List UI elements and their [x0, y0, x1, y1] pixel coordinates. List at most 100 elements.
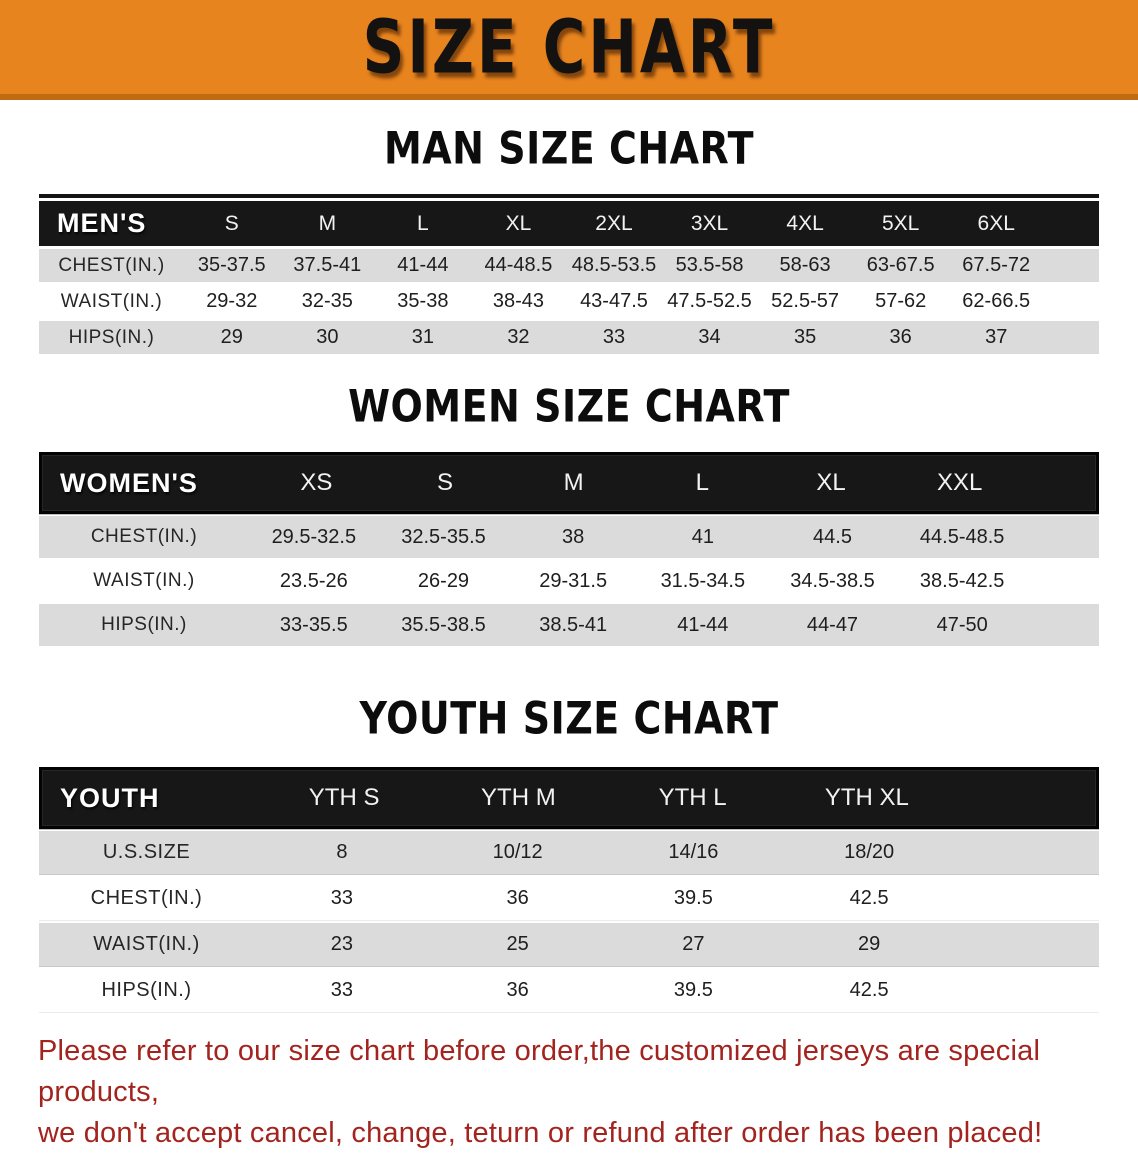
men-row-label-0: CHEST(IN.)	[58, 254, 165, 276]
men-cell-2-7: 36	[889, 326, 912, 348]
women-size-section: WOMEN SIZE CHART WOMEN'S XS S M L XL XXL CHEST(…	[0, 380, 1138, 646]
women-header-label: WOMEN'S	[60, 467, 198, 498]
women-row-label-0: CHEST(IN.)	[90, 526, 198, 547]
men-cell-1-2: 35-38	[397, 290, 449, 312]
men-cell-0-8: 67.5-72	[962, 254, 1031, 276]
disclaimer-line-2: we don't accept cancel, change, teturn o…	[38, 1117, 1043, 1150]
women-cell-0-0: 29.5-32.5	[271, 525, 357, 548]
men-cell-2-0: 29	[220, 326, 243, 348]
men-cell-2-2: 31	[411, 326, 434, 348]
youth-cell-2-3: 29	[858, 933, 881, 955]
women-cell-1-1: 26-29	[417, 569, 470, 592]
men-cell-0-7: 63-67.5	[866, 254, 935, 276]
women-table-row-0: CHEST(IN.) 29.5-32.5 32.5-35.5 38 41 44.5 44.5…	[39, 516, 1099, 558]
women-cell-1-4: 34.5-38.5	[790, 569, 875, 592]
youth-row-label-0: U.S.SIZE	[102, 841, 191, 863]
women-size-col-0: XS	[300, 469, 333, 496]
women-cell-1-2: 29-31.5	[539, 569, 608, 592]
youth-table-row-2: WAIST(IN.) 23 25 27 29	[39, 923, 1099, 967]
men-size-section: MAN SIZE CHART MEN'S S M L XL 2XL 3XL 4XL 5XL 6XL…	[0, 122, 1138, 354]
men-size-col-4: 2XL	[595, 211, 633, 235]
women-size-col-1: S	[436, 469, 453, 496]
women-cell-1-5: 38.5-42.5	[919, 569, 1005, 592]
women-table-row-2: HIPS(IN.) 33-35.5 35.5-38.5 38.5-41 41-44 44-…	[39, 604, 1099, 646]
women-cell-2-0: 33-35.5	[279, 613, 348, 636]
men-cell-2-4: 33	[602, 326, 626, 348]
youth-cell-3-3: 42.5	[849, 979, 889, 1001]
women-cell-2-5: 47-50	[936, 613, 988, 636]
women-cell-0-4: 44.5	[813, 525, 852, 548]
men-size-col-0: S	[224, 211, 239, 235]
men-table-row-0: CHEST(IN.) 35-37.5 37.5-41 41-44 44-48.5 48.5…	[39, 249, 1099, 282]
youth-size-col-3: YTH XL	[824, 784, 909, 811]
men-header-label: MEN'S	[57, 208, 147, 238]
men-table-row-2: HIPS(IN.) 29 30 31 32 33 34 35 36 37	[39, 321, 1099, 354]
youth-table-row-0: U.S.SIZE 8 10/12 14/16 18/20	[39, 831, 1099, 875]
youth-row-label-1: CHEST(IN.)	[90, 887, 203, 909]
women-size-table: WOMEN'S XS S M L XL XXL CHEST(IN.) 29.5-32.5 32.5…	[39, 452, 1099, 646]
youth-cell-3-1: 36	[506, 979, 529, 1001]
youth-cell-3-0: 33	[330, 979, 353, 1001]
order-disclaimer: Please refer to our size chart before or…	[0, 1031, 1138, 1155]
women-cell-0-2: 38	[562, 525, 585, 548]
youth-size-col-0: YTH S	[308, 784, 380, 811]
men-cell-1-5: 47.5-52.5	[667, 290, 752, 312]
women-cell-1-0: 23.5-26	[279, 569, 348, 592]
men-cell-1-7: 57-62	[875, 290, 927, 312]
women-table-row-1: WAIST(IN.) 23.5-26 26-29 29-31.5 31.5-34.5 34…	[39, 560, 1099, 602]
youth-cell-0-2: 14/16	[668, 841, 719, 863]
men-size-col-2: L	[417, 211, 429, 235]
men-cell-0-5: 53.5-58	[675, 254, 744, 276]
women-size-col-4: XL	[816, 469, 846, 496]
youth-cell-1-1: 36	[506, 887, 529, 909]
men-cell-0-0: 35-37.5	[197, 254, 266, 276]
men-cell-2-6: 35	[793, 326, 817, 348]
men-size-col-1: M	[318, 211, 337, 235]
men-cell-1-8: 62-66.5	[962, 290, 1031, 312]
men-cell-2-8: 37	[985, 326, 1008, 348]
women-cell-0-3: 41	[691, 525, 714, 548]
women-section-heading: WOMEN SIZE CHART	[348, 380, 790, 432]
women-row-label-2: HIPS(IN.)	[101, 614, 187, 635]
men-cell-1-0: 29-32	[206, 290, 258, 312]
youth-cell-1-0: 33	[330, 887, 353, 909]
men-row-label-1: WAIST(IN.)	[60, 290, 163, 312]
women-row-label-1: WAIST(IN.)	[93, 570, 195, 591]
men-section-heading: MAN SIZE CHART	[383, 122, 755, 174]
women-cell-0-1: 32.5-35.5	[401, 525, 486, 548]
youth-cell-3-2: 39.5	[673, 979, 713, 1001]
men-cell-0-6: 58-63	[779, 254, 831, 276]
men-cell-2-3: 32	[507, 326, 530, 348]
women-size-col-2: M	[563, 469, 584, 496]
men-cell-1-1: 32-35	[301, 290, 353, 312]
youth-cell-0-3: 18/20	[844, 841, 895, 863]
youth-table-header: YOUTH YTH S YTH M YTH L YTH XL	[39, 767, 1099, 829]
men-table-header: MEN'S S M L XL 2XL 3XL 4XL 5XL 6XL	[39, 201, 1099, 246]
women-size-col-3: L	[695, 469, 709, 496]
men-size-table: MEN'S S M L XL 2XL 3XL 4XL 5XL 6XL CHEST(IN.) 35-37…	[39, 194, 1099, 354]
youth-cell-1-2: 39.5	[673, 887, 713, 909]
women-cell-0-5: 44.5-48.5	[919, 525, 1005, 548]
women-table-header: WOMEN'S XS S M L XL XXL	[39, 452, 1099, 514]
men-table-row-1: WAIST(IN.) 29-32 32-35 35-38 38-43 43-47.5 47.…	[39, 285, 1099, 318]
youth-cell-1-3: 42.5	[849, 887, 889, 909]
women-cell-2-2: 38.5-41	[539, 613, 608, 636]
youth-cell-0-1: 10/12	[492, 841, 543, 863]
men-cell-1-6: 52.5-57	[771, 290, 840, 312]
youth-size-section: YOUTH SIZE CHART YOUTH YTH S YTH M YTH L YTH…	[0, 692, 1138, 1013]
men-row-label-2: HIPS(IN.)	[68, 326, 155, 348]
youth-size-col-2: YTH L	[658, 784, 727, 811]
youth-cell-2-1: 25	[506, 933, 529, 955]
women-cell-2-3: 41-44	[677, 613, 729, 636]
women-cell-1-3: 31.5-34.5	[660, 569, 746, 592]
men-cell-1-4: 43-47.5	[580, 290, 648, 312]
men-cell-2-5: 34	[698, 326, 721, 348]
men-size-col-6: 4XL	[786, 211, 824, 235]
men-size-col-5: 3XL	[690, 211, 729, 235]
men-cell-0-4: 48.5-53.5	[571, 254, 657, 276]
men-cell-0-3: 44-48.5	[484, 254, 553, 276]
youth-size-table: YOUTH YTH S YTH M YTH L YTH XL U.S.SIZE 8 10/12…	[39, 767, 1099, 1013]
women-cell-2-4: 44-47	[806, 613, 859, 636]
women-cell-2-1: 35.5-38.5	[401, 613, 486, 636]
men-size-col-3: XL	[505, 211, 532, 235]
